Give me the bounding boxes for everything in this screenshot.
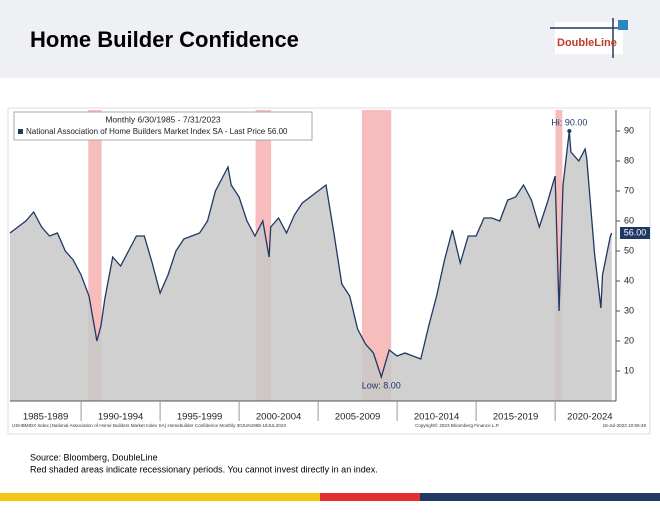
footer-mid: Copyright© 2023 Bloomberg Finance L.P. [415, 422, 500, 428]
color-bar [320, 493, 420, 501]
recession-note: Red shaded areas indicate recessionary p… [30, 464, 378, 474]
legend-entry: National Association of Home Builders Ma… [26, 127, 288, 136]
high-label: Hi: 90.00 [551, 117, 587, 127]
footer-left: USHBMIDX Index (National Association of … [12, 423, 286, 428]
y-tick-label: 80 [624, 155, 634, 165]
footer-right: 18-Jul-2023 10:59:49 [603, 423, 647, 428]
x-tick-label: 1990-1994 [98, 412, 143, 423]
line [9, 130, 613, 380]
logo-text: DoubleLine [557, 37, 617, 49]
y-tick-label: 20 [624, 335, 634, 345]
legend-title: Monthly 6/30/1985 - 7/31/2023 [105, 114, 221, 124]
x-tick-label: 1995-1999 [177, 412, 222, 423]
x-tick-label: 1985-1989 [23, 412, 68, 423]
color-bar [0, 493, 320, 501]
y-tick-label: 70 [624, 185, 634, 195]
header-band [0, 0, 660, 78]
y-tick-label: 60 [624, 215, 634, 225]
x-tick-label: 2015-2019 [493, 412, 538, 423]
y-tick-label: 30 [624, 305, 634, 315]
last-price-box [620, 227, 650, 239]
legend-swatch [18, 129, 23, 134]
x-tick-label: 2000-2004 [256, 412, 301, 423]
high-point [567, 129, 572, 133]
y-tick-label: 10 [624, 365, 634, 375]
source-note: Source: Bloomberg, DoubleLine [30, 452, 158, 462]
legend-box [13, 111, 313, 141]
area [10, 131, 612, 401]
recession-band [555, 110, 563, 401]
last-price-label: 56.00 [624, 227, 647, 237]
y-tick-label: 40 [624, 275, 634, 285]
logo-square [618, 20, 628, 30]
x-tick-label: 2005-2009 [335, 412, 380, 423]
color-bar [420, 493, 660, 501]
x-tick-label: 2020-2024 [567, 412, 612, 423]
x-tick-label: 2010-2014 [414, 412, 459, 423]
page-title: Home Builder Confidence [30, 27, 299, 52]
low-label: Low: 8.00 [362, 380, 401, 390]
y-tick-label: 50 [624, 245, 634, 255]
y-tick-label: 90 [624, 125, 634, 135]
